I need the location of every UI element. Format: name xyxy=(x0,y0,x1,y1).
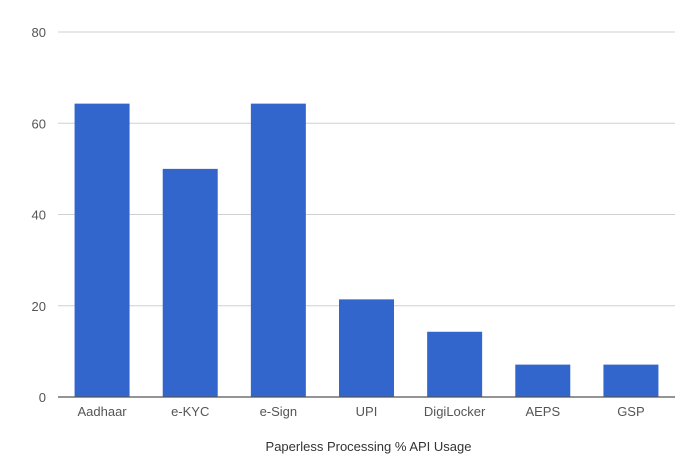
y-axis-ticks: 0 20 40 60 80 xyxy=(32,25,46,405)
x-tick-label: Aadhaar xyxy=(77,404,127,419)
y-tick-label: 0 xyxy=(39,390,46,405)
bar-gsp xyxy=(603,364,659,397)
y-tick-label: 20 xyxy=(32,299,46,314)
x-tick-label: e-KYC xyxy=(171,404,209,419)
y-tick-label: 80 xyxy=(32,25,46,40)
x-tick-label: e-Sign xyxy=(260,404,298,419)
bar-e-kyc xyxy=(162,168,218,397)
gridlines xyxy=(58,31,675,307)
y-tick-label: 60 xyxy=(32,116,46,131)
bar-e-sign xyxy=(250,103,306,397)
x-tick-label: UPI xyxy=(356,404,378,419)
bar-digilocker xyxy=(427,331,483,397)
bar-upi xyxy=(339,299,394,397)
x-tick-label: AEPS xyxy=(525,404,560,419)
x-tick-label: DigiLocker xyxy=(424,404,486,419)
bars xyxy=(74,103,659,397)
y-tick-label: 40 xyxy=(32,208,46,223)
x-tick-label: GSP xyxy=(617,404,644,419)
x-axis-title: Paperless Processing % API Usage xyxy=(266,439,472,454)
bar-aadhaar xyxy=(74,103,130,397)
x-axis-ticks: Aadhaar e-KYC e-Sign UPI DigiLocker AEPS GSP xyxy=(77,404,644,419)
bar-aeps xyxy=(515,364,571,397)
